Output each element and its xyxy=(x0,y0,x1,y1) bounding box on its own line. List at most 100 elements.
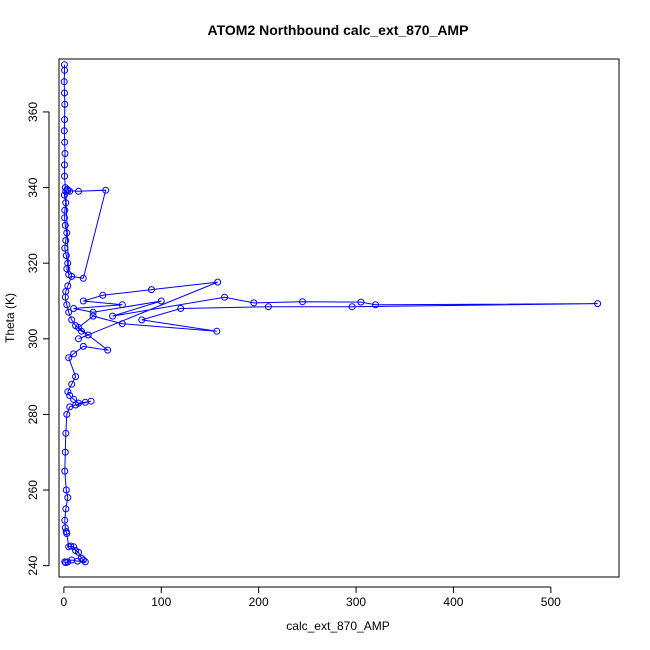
data-point xyxy=(61,172,69,180)
data-point xyxy=(61,244,69,252)
data-point xyxy=(372,301,379,309)
data-point xyxy=(64,388,72,396)
data-point xyxy=(62,199,70,207)
data-point xyxy=(75,335,82,343)
data-point xyxy=(61,100,69,108)
data-point xyxy=(60,127,68,135)
data-point xyxy=(61,66,69,74)
data-point xyxy=(66,403,74,411)
y-tick-label: 360 xyxy=(26,102,40,122)
data-point xyxy=(61,89,68,97)
data-point xyxy=(68,380,76,388)
data-point xyxy=(64,187,72,195)
data-point xyxy=(62,429,70,437)
data-point xyxy=(348,303,356,311)
x-tick-label: 0 xyxy=(61,595,68,609)
data-point xyxy=(157,297,165,305)
data-point xyxy=(60,78,68,86)
data-point xyxy=(81,558,89,566)
data-point xyxy=(594,300,602,308)
data-point xyxy=(118,320,126,328)
x-tick-label: 400 xyxy=(443,595,463,609)
data-point xyxy=(72,373,80,381)
data-point xyxy=(61,558,69,566)
data-point xyxy=(104,346,112,354)
data-point xyxy=(65,308,73,316)
data-point xyxy=(109,312,117,320)
y-tick-label: 280 xyxy=(26,404,40,424)
data-point xyxy=(89,312,97,320)
data-point xyxy=(67,542,75,550)
data-point xyxy=(79,274,87,282)
data-point xyxy=(61,221,69,229)
data-point xyxy=(102,186,110,194)
data-point xyxy=(63,530,71,537)
data-point xyxy=(89,308,97,316)
y-tick-label: 300 xyxy=(26,328,40,348)
data-point xyxy=(61,214,69,222)
plot-frame xyxy=(58,58,620,578)
series-layer xyxy=(60,61,602,567)
x-tick-label: 100 xyxy=(151,595,171,609)
data-point xyxy=(75,324,82,331)
data-point xyxy=(61,150,69,157)
data-point xyxy=(61,516,69,524)
data-point xyxy=(61,467,69,475)
series-line-0 xyxy=(63,64,598,564)
chart-title: ATOM2 Northbound calc_ext_870_AMP xyxy=(208,22,469,38)
data-point xyxy=(264,303,272,311)
data-point xyxy=(70,350,78,358)
data-point xyxy=(68,316,76,324)
y-tick-label: 320 xyxy=(26,253,40,273)
data-point xyxy=(75,187,82,195)
x-tick-label: 300 xyxy=(346,595,366,609)
data-point xyxy=(250,299,258,307)
data-point xyxy=(63,301,71,309)
data-point xyxy=(61,206,69,214)
data-point xyxy=(118,301,126,309)
data-point xyxy=(62,237,70,244)
x-axis-label: calc_ext_870_AMP xyxy=(286,619,389,633)
data-point xyxy=(61,138,69,146)
x-tick-label: 500 xyxy=(541,595,561,609)
data-point xyxy=(138,316,146,324)
x-axis: 0 100 200 300 400 500 xyxy=(61,586,561,609)
data-point xyxy=(70,543,78,551)
data-point xyxy=(68,272,76,280)
data-point xyxy=(221,293,229,301)
data-point xyxy=(79,342,87,350)
data-point xyxy=(87,397,95,405)
y-tick-label: 240 xyxy=(26,555,40,575)
data-point xyxy=(177,305,185,312)
data-point xyxy=(148,286,155,294)
data-point xyxy=(65,354,73,362)
data-point xyxy=(357,298,365,306)
data-point xyxy=(61,161,68,169)
data-point xyxy=(61,116,69,123)
y-axis: 240 260 280 300 320 340 360 xyxy=(26,102,50,576)
data-point xyxy=(70,305,78,312)
data-point xyxy=(62,486,70,494)
y-tick-label: 260 xyxy=(26,480,40,500)
data-point xyxy=(79,297,87,305)
data-point xyxy=(62,505,70,513)
y-tick-label: 340 xyxy=(26,177,40,197)
data-point xyxy=(75,548,82,556)
data-point xyxy=(61,293,69,301)
y-axis-label: Theta (K) xyxy=(3,293,17,343)
data-point xyxy=(61,448,69,456)
data-point xyxy=(66,392,74,399)
data-point xyxy=(63,229,71,237)
data-point xyxy=(62,559,70,567)
data-point xyxy=(64,494,72,502)
data-point xyxy=(213,327,221,335)
data-point xyxy=(99,291,107,299)
x-tick-label: 200 xyxy=(249,595,269,609)
data-point xyxy=(63,410,71,418)
data-point xyxy=(60,191,68,199)
data-point xyxy=(84,331,92,339)
data-point xyxy=(299,298,306,306)
data-point xyxy=(214,278,222,286)
